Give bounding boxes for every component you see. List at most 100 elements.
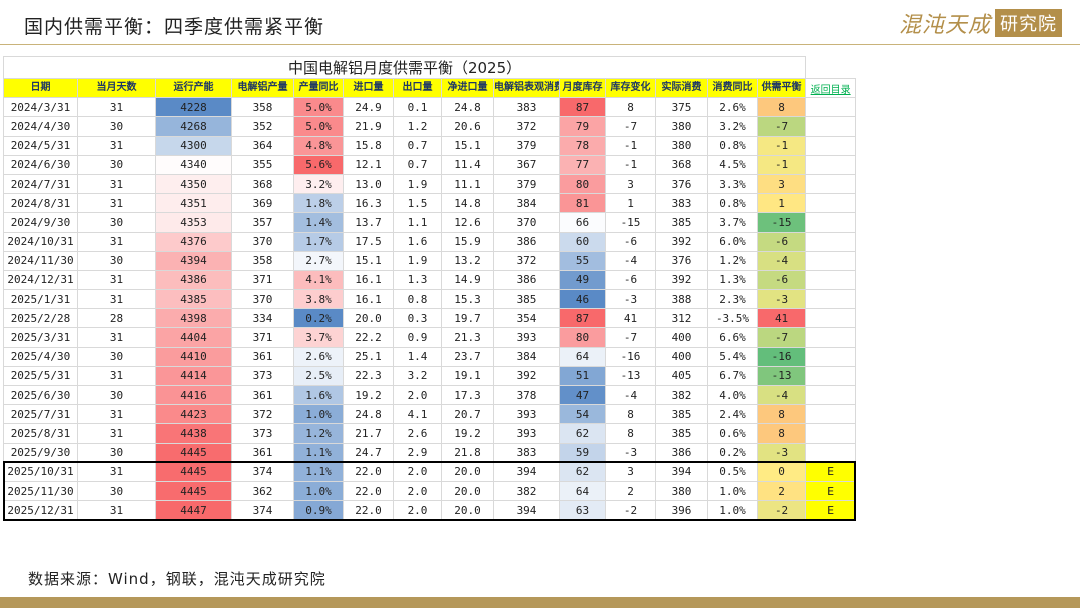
output-cell: 364 (231, 135, 294, 156)
balance-cell: -3 (756, 289, 807, 310)
import-cell: 17.5 (343, 231, 394, 252)
back-to-contents-link[interactable]: 返回目录 (805, 77, 857, 99)
supply-demand-table-wrap: 中国电解铝月度供需平衡（2025） 日期 当月天数 运行产能 电解铝产量 产量同比 进口量… (2, 56, 857, 521)
apparent-consumption-cell: 367 (493, 154, 560, 175)
apparent-consumption-cell: 385 (493, 289, 560, 310)
header-net-import: 净进口量 (441, 77, 494, 99)
consumption-yoy-cell: 6.7% (707, 365, 758, 387)
days-cell: 28 (77, 308, 156, 329)
actual-consumption-cell: 380 (655, 480, 708, 502)
monthly-stock-cell: 77 (559, 154, 606, 175)
monthly-stock-cell: 51 (559, 365, 606, 387)
net-import-cell: 24.8 (441, 97, 494, 118)
stock-change-cell: -3 (605, 289, 656, 310)
stock-change-cell: -16 (605, 346, 656, 367)
apparent-consumption-cell: 383 (493, 442, 560, 463)
capacity-cell: 4404 (155, 327, 232, 348)
output-cell: 352 (231, 116, 294, 137)
estimate-flag-cell (805, 423, 857, 444)
capacity-cell: 4386 (155, 269, 232, 291)
output-cell: 372 (231, 404, 294, 425)
capacity-cell: 4394 (155, 250, 232, 271)
stock-change-cell: -4 (605, 384, 656, 406)
capacity-cell: 4353 (155, 212, 232, 233)
days-cell: 31 (77, 423, 156, 444)
header-export: 出口量 (393, 77, 442, 99)
estimate-flag-cell (805, 442, 857, 463)
net-import-cell: 20.0 (441, 500, 494, 521)
apparent-consumption-cell: 384 (493, 193, 560, 214)
actual-consumption-cell: 312 (655, 308, 708, 329)
apparent-consumption-cell: 394 (493, 500, 560, 521)
balance-cell: -1 (756, 135, 807, 156)
consumption-yoy-cell: 0.6% (707, 423, 758, 444)
output-yoy-cell: 3.7% (293, 327, 344, 348)
table-row: 2024/5/31 31 4300 364 4.8% 15.8 0.7 15.1 379 78 -1… (3, 135, 857, 156)
header-stock-change: 库存变化 (605, 77, 656, 99)
consumption-yoy-cell: 1.2% (707, 250, 758, 271)
apparent-consumption-cell: 379 (493, 135, 560, 156)
consumption-yoy-cell: 5.4% (707, 346, 758, 367)
monthly-stock-cell: 87 (559, 308, 606, 329)
estimate-flag-cell (805, 289, 857, 310)
monthly-stock-cell: 54 (559, 404, 606, 425)
date-cell: 2024/7/31 (3, 173, 78, 195)
stock-change-cell: 8 (605, 97, 656, 118)
net-import-cell: 20.6 (441, 116, 494, 137)
import-cell: 22.0 (343, 480, 394, 502)
header-date: 日期 (3, 77, 78, 99)
output-yoy-cell: 3.2% (293, 173, 344, 195)
consumption-yoy-cell: 3.7% (707, 212, 758, 233)
monthly-stock-cell: 87 (559, 97, 606, 118)
actual-consumption-cell: 380 (655, 135, 708, 156)
apparent-consumption-cell: 386 (493, 231, 560, 252)
capacity-cell: 4340 (155, 154, 232, 175)
actual-consumption-cell: 396 (655, 500, 708, 521)
stock-change-cell: 1 (605, 193, 656, 214)
days-cell: 31 (77, 500, 156, 521)
export-cell: 2.9 (393, 442, 442, 463)
capacity-cell: 4376 (155, 231, 232, 252)
header-balance: 供需平衡 (756, 77, 807, 99)
consumption-yoy-cell: -3.5% (707, 308, 758, 329)
net-import-cell: 11.4 (441, 154, 494, 175)
date-cell: 2024/5/31 (3, 135, 78, 156)
balance-cell: -4 (756, 384, 807, 406)
table-row: 2024/8/31 31 4351 369 1.8% 16.3 1.5 14.8 384 81 1 3… (3, 193, 857, 214)
actual-consumption-cell: 392 (655, 231, 708, 252)
table-header-row: 日期 当月天数 运行产能 电解铝产量 产量同比 进口量 出口量 净进口量 电解铝表观消费 月度库存… (3, 77, 857, 99)
capacity-cell: 4350 (155, 173, 232, 195)
days-cell: 31 (77, 97, 156, 118)
table-row: 2025/12/31 31 4447 374 0.9% 22.0 2.0 20.0 394 63-… (3, 500, 857, 521)
stock-change-cell: -6 (605, 231, 656, 252)
table-row: 2025/5/31 31 4414 373 2.5% 22.3 3.2 19.1 392 51 -1… (3, 365, 857, 387)
export-cell: 1.6 (393, 231, 442, 252)
balance-cell: 0 (756, 461, 807, 482)
consumption-yoy-cell: 0.8% (707, 135, 758, 156)
import-cell: 16.1 (343, 269, 394, 291)
actual-consumption-cell: 385 (655, 404, 708, 425)
estimate-flag-cell (805, 250, 857, 271)
export-cell: 0.9 (393, 327, 442, 348)
date-cell: 2024/12/31 (3, 269, 78, 291)
date-cell: 2025/9/30 (3, 442, 78, 463)
output-cell: 370 (231, 289, 294, 310)
apparent-consumption-cell: 372 (493, 250, 560, 271)
table-title-row: 中国电解铝月度供需平衡（2025） (2, 56, 856, 79)
consumption-yoy-cell: 0.8% (707, 193, 758, 214)
actual-consumption-cell: 375 (655, 97, 708, 118)
stock-change-cell: 3 (605, 173, 656, 195)
logo-main-text: 混沌天成 (898, 13, 991, 38)
output-yoy-cell: 4.1% (293, 269, 344, 291)
net-import-cell: 13.2 (441, 250, 494, 271)
consumption-yoy-cell: 2.3% (707, 289, 758, 310)
estimate-flag-cell (805, 365, 857, 387)
days-cell: 30 (77, 212, 156, 233)
actual-consumption-cell: 376 (655, 250, 708, 271)
consumption-yoy-cell: 3.3% (707, 173, 758, 195)
import-cell: 22.0 (343, 500, 394, 521)
output-cell: 361 (231, 346, 294, 367)
export-cell: 1.9 (393, 173, 442, 195)
capacity-cell: 4414 (155, 365, 232, 387)
import-cell: 19.2 (343, 384, 394, 406)
